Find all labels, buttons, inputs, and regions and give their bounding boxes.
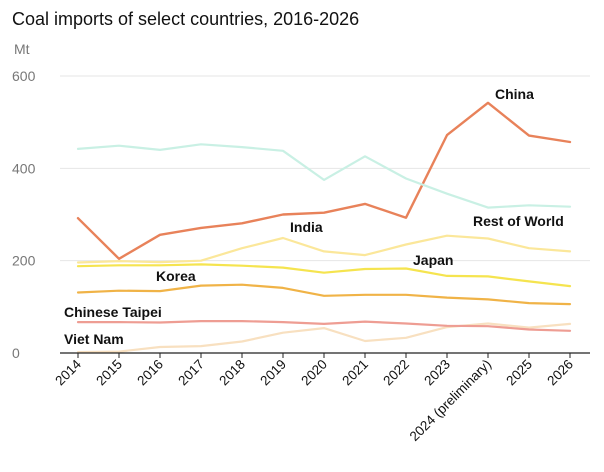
series-labels: Rest of World China India Japan Korea Chinese… — [64, 86, 564, 347]
x-tick-label: 2025 — [503, 357, 535, 389]
x-tick-label: 2014 — [52, 356, 84, 388]
series-label-india: India — [290, 219, 323, 235]
series-line-chinese-taipei — [76, 320, 572, 332]
series-line-korea — [76, 283, 572, 306]
series-label-chinese-taipei: Chinese Taipei — [64, 304, 162, 320]
series-line-viet-nam — [76, 322, 572, 354]
series-line-india — [76, 234, 572, 264]
x-tick-label: 2021 — [339, 357, 371, 389]
x-tick-label: 2026 — [544, 357, 576, 389]
x-tick-label: 2018 — [216, 357, 248, 389]
y-axis-unit: Mt — [14, 41, 30, 57]
chart-title: Coal imports of select countries, 2016-2… — [12, 9, 360, 29]
x-tick-label: 2023 — [421, 357, 453, 389]
x-tick-label: 2022 — [380, 357, 412, 389]
series-label-china: China — [495, 86, 534, 102]
series-label-korea: Korea — [156, 268, 196, 284]
x-tick-label: 2017 — [175, 357, 207, 389]
series-line-japan — [76, 263, 572, 288]
series-label-japan: Japan — [413, 252, 453, 268]
x-axis: 2014 2015 2016 2017 2018 2019 2020 2021 2022 2023… — [52, 352, 590, 444]
series-line-rest-of-world — [76, 143, 572, 209]
x-tick-label: 2019 — [257, 357, 289, 389]
y-tick-label: 400 — [12, 160, 36, 176]
y-tick-label: 600 — [12, 68, 36, 84]
y-tick-label: 200 — [12, 253, 36, 269]
series-line-china — [76, 101, 572, 260]
x-tick-label: 2015 — [93, 357, 125, 389]
series-label-rest-of-world: Rest of World — [473, 213, 564, 229]
x-tick-label: 2016 — [134, 357, 166, 389]
series-lines — [76, 101, 572, 354]
series-label-viet-nam: Viet Nam — [64, 331, 124, 347]
x-tick-label: 2020 — [298, 357, 330, 389]
y-tick-label: 0 — [12, 345, 20, 361]
grid-layer: 0 200 400 600 Mt — [12, 41, 590, 361]
